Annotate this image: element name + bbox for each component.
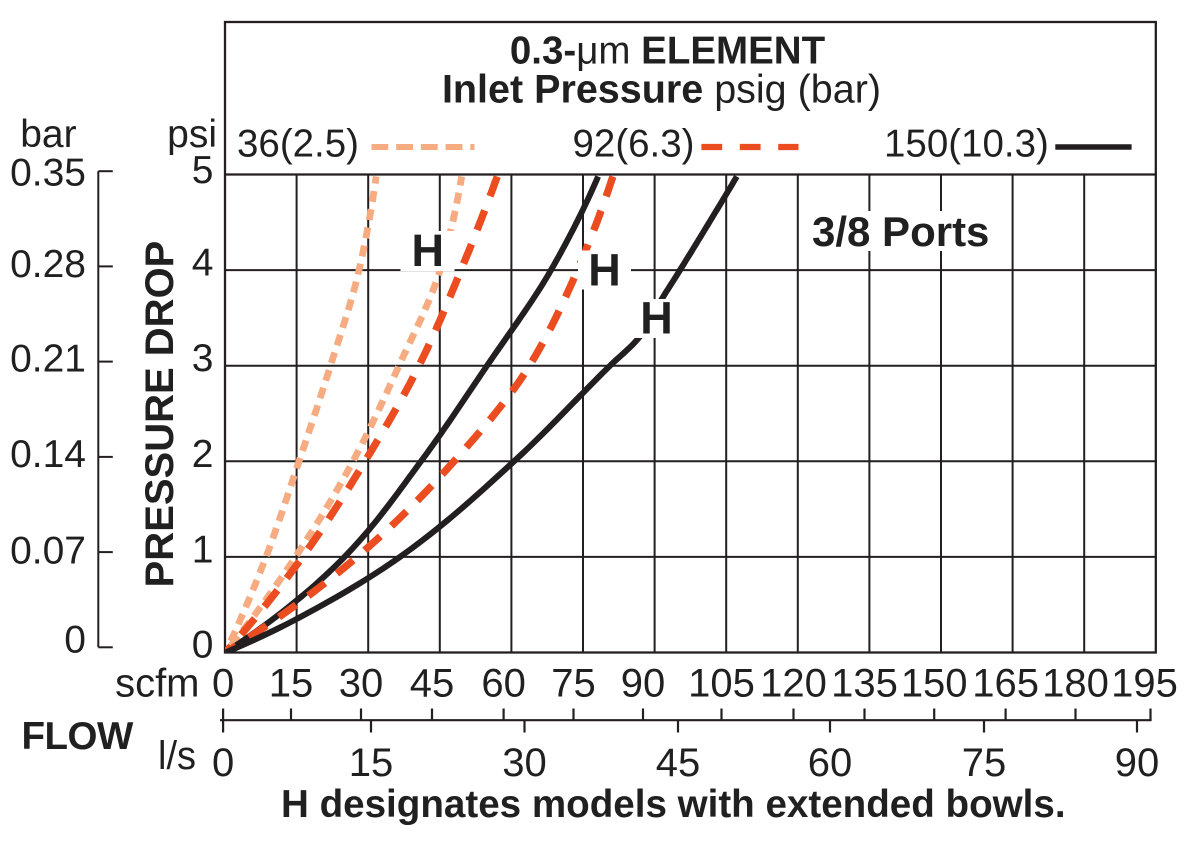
- svg-text:0.35: 0.35: [10, 151, 86, 194]
- svg-text:15: 15: [349, 741, 394, 785]
- svg-text:165: 165: [972, 662, 1039, 706]
- svg-text:120: 120: [760, 662, 827, 706]
- svg-text:0: 0: [64, 619, 86, 662]
- svg-text:PRESSURE DROP: PRESSURE DROP: [138, 241, 182, 588]
- svg-text:FLOW: FLOW: [22, 715, 134, 758]
- svg-text:30: 30: [339, 662, 384, 706]
- svg-text:Inlet Pressure psig (bar): Inlet Pressure psig (bar): [442, 68, 881, 112]
- svg-text:75: 75: [962, 741, 1007, 785]
- svg-text:45: 45: [656, 741, 701, 785]
- svg-text:psi: psi: [167, 113, 217, 156]
- svg-text:0: 0: [212, 741, 234, 785]
- svg-text:H: H: [588, 245, 621, 296]
- svg-text:H: H: [640, 293, 673, 344]
- svg-text:2: 2: [192, 433, 214, 476]
- svg-text:180: 180: [1042, 662, 1109, 706]
- svg-text:scfm: scfm: [115, 662, 199, 706]
- svg-text:5: 5: [192, 149, 214, 192]
- svg-text:0.28: 0.28: [10, 243, 86, 286]
- svg-text:15: 15: [269, 662, 314, 706]
- svg-text:4: 4: [192, 242, 214, 285]
- svg-text:45: 45: [410, 662, 455, 706]
- svg-text:150: 150: [901, 662, 968, 706]
- svg-text:30: 30: [502, 741, 547, 785]
- svg-text:150(10.3): 150(10.3): [884, 123, 1049, 166]
- svg-text:H: H: [411, 225, 444, 276]
- svg-text:0.21: 0.21: [10, 338, 86, 381]
- svg-text:92(6.3): 92(6.3): [573, 123, 695, 166]
- svg-text:0.14: 0.14: [10, 433, 86, 476]
- svg-text:90: 90: [621, 662, 666, 706]
- svg-text:90: 90: [1115, 741, 1160, 785]
- svg-text:1: 1: [192, 528, 214, 571]
- svg-text:75: 75: [551, 662, 596, 706]
- svg-text:bar: bar: [20, 113, 76, 156]
- svg-text:0: 0: [212, 662, 234, 706]
- svg-text:36(2.5): 36(2.5): [237, 123, 359, 166]
- svg-text:0.07: 0.07: [10, 529, 86, 572]
- svg-text:0: 0: [192, 624, 214, 667]
- svg-text:H designates models with exten: H designates models with extended bowls.: [281, 783, 1066, 826]
- svg-text:60: 60: [481, 662, 526, 706]
- svg-text:105: 105: [688, 662, 755, 706]
- svg-text:3: 3: [192, 337, 214, 380]
- svg-text:60: 60: [808, 741, 853, 785]
- svg-text:3/8 Ports: 3/8 Ports: [812, 208, 989, 255]
- svg-text:l/s: l/s: [158, 734, 196, 778]
- svg-text:195: 195: [1111, 662, 1178, 706]
- svg-text:135: 135: [831, 662, 898, 706]
- svg-text:0.3-μm ELEMENT: 0.3-μm ELEMENT: [510, 30, 826, 73]
